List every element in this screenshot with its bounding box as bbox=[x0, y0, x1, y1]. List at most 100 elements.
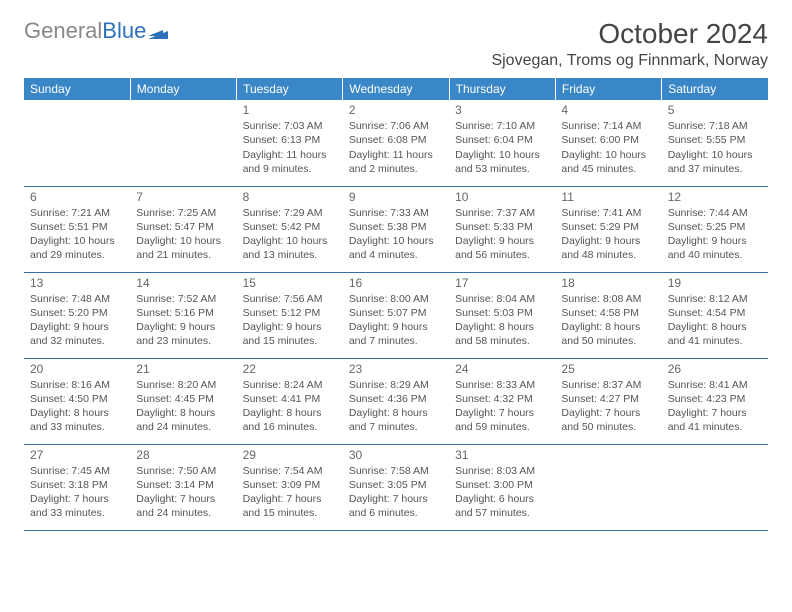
day-number: 1 bbox=[243, 102, 337, 118]
weekday-header: Saturday bbox=[662, 78, 768, 100]
sunset-text: Sunset: 4:36 PM bbox=[349, 392, 443, 406]
sunset-text: Sunset: 5:20 PM bbox=[30, 306, 124, 320]
day-number: 26 bbox=[668, 361, 762, 377]
sunrise-text: Sunrise: 7:03 AM bbox=[243, 119, 337, 133]
sunset-text: Sunset: 4:45 PM bbox=[136, 392, 230, 406]
sunrise-text: Sunrise: 8:33 AM bbox=[455, 378, 549, 392]
daylight-text: Daylight: 9 hours and 48 minutes. bbox=[561, 234, 655, 262]
sunrise-text: Sunrise: 8:04 AM bbox=[455, 292, 549, 306]
calendar-cell bbox=[662, 444, 768, 530]
daylight-text: Daylight: 6 hours and 57 minutes. bbox=[455, 492, 549, 520]
daylight-text: Daylight: 8 hours and 33 minutes. bbox=[30, 406, 124, 434]
sunset-text: Sunset: 5:12 PM bbox=[243, 306, 337, 320]
calendar-row: 13Sunrise: 7:48 AMSunset: 5:20 PMDayligh… bbox=[24, 272, 768, 358]
daylight-text: Daylight: 10 hours and 45 minutes. bbox=[561, 148, 655, 176]
sunset-text: Sunset: 5:42 PM bbox=[243, 220, 337, 234]
sunset-text: Sunset: 4:32 PM bbox=[455, 392, 549, 406]
sunrise-text: Sunrise: 7:56 AM bbox=[243, 292, 337, 306]
calendar-row: 1Sunrise: 7:03 AMSunset: 6:13 PMDaylight… bbox=[24, 100, 768, 186]
page: GeneralBlue October 2024 Sjovegan, Troms… bbox=[0, 0, 792, 549]
sunrise-text: Sunrise: 7:18 AM bbox=[668, 119, 762, 133]
day-number: 18 bbox=[561, 275, 655, 291]
calendar-cell: 29Sunrise: 7:54 AMSunset: 3:09 PMDayligh… bbox=[237, 444, 343, 530]
calendar-cell: 20Sunrise: 8:16 AMSunset: 4:50 PMDayligh… bbox=[24, 358, 130, 444]
daylight-text: Daylight: 7 hours and 33 minutes. bbox=[30, 492, 124, 520]
day-number: 11 bbox=[561, 189, 655, 205]
day-number: 19 bbox=[668, 275, 762, 291]
calendar-cell bbox=[24, 100, 130, 186]
day-number: 8 bbox=[243, 189, 337, 205]
day-number: 6 bbox=[30, 189, 124, 205]
calendar-cell: 3Sunrise: 7:10 AMSunset: 6:04 PMDaylight… bbox=[449, 100, 555, 186]
sunset-text: Sunset: 5:51 PM bbox=[30, 220, 124, 234]
day-number: 29 bbox=[243, 447, 337, 463]
day-number: 28 bbox=[136, 447, 230, 463]
calendar-row: 27Sunrise: 7:45 AMSunset: 3:18 PMDayligh… bbox=[24, 444, 768, 530]
calendar-cell: 26Sunrise: 8:41 AMSunset: 4:23 PMDayligh… bbox=[662, 358, 768, 444]
calendar-cell: 15Sunrise: 7:56 AMSunset: 5:12 PMDayligh… bbox=[237, 272, 343, 358]
calendar-cell: 1Sunrise: 7:03 AMSunset: 6:13 PMDaylight… bbox=[237, 100, 343, 186]
sunset-text: Sunset: 5:47 PM bbox=[136, 220, 230, 234]
sunrise-text: Sunrise: 7:29 AM bbox=[243, 206, 337, 220]
daylight-text: Daylight: 9 hours and 32 minutes. bbox=[30, 320, 124, 348]
sunrise-text: Sunrise: 8:24 AM bbox=[243, 378, 337, 392]
calendar-cell bbox=[130, 100, 236, 186]
sunset-text: Sunset: 5:29 PM bbox=[561, 220, 655, 234]
sunset-text: Sunset: 4:58 PM bbox=[561, 306, 655, 320]
day-number: 7 bbox=[136, 189, 230, 205]
calendar-cell: 25Sunrise: 8:37 AMSunset: 4:27 PMDayligh… bbox=[555, 358, 661, 444]
day-number: 25 bbox=[561, 361, 655, 377]
title-block: October 2024 Sjovegan, Troms og Finnmark… bbox=[491, 18, 768, 70]
sunrise-text: Sunrise: 8:41 AM bbox=[668, 378, 762, 392]
sunset-text: Sunset: 5:38 PM bbox=[349, 220, 443, 234]
daylight-text: Daylight: 7 hours and 15 minutes. bbox=[243, 492, 337, 520]
sunrise-text: Sunrise: 8:20 AM bbox=[136, 378, 230, 392]
sunset-text: Sunset: 3:14 PM bbox=[136, 478, 230, 492]
calendar-cell: 2Sunrise: 7:06 AMSunset: 6:08 PMDaylight… bbox=[343, 100, 449, 186]
day-number: 23 bbox=[349, 361, 443, 377]
daylight-text: Daylight: 9 hours and 23 minutes. bbox=[136, 320, 230, 348]
day-number: 16 bbox=[349, 275, 443, 291]
sunrise-text: Sunrise: 7:06 AM bbox=[349, 119, 443, 133]
day-number: 10 bbox=[455, 189, 549, 205]
sunrise-text: Sunrise: 7:50 AM bbox=[136, 464, 230, 478]
daylight-text: Daylight: 11 hours and 9 minutes. bbox=[243, 148, 337, 176]
day-number: 30 bbox=[349, 447, 443, 463]
calendar-body: 1Sunrise: 7:03 AMSunset: 6:13 PMDaylight… bbox=[24, 100, 768, 530]
day-number: 21 bbox=[136, 361, 230, 377]
day-number: 15 bbox=[243, 275, 337, 291]
daylight-text: Daylight: 9 hours and 15 minutes. bbox=[243, 320, 337, 348]
sunset-text: Sunset: 3:05 PM bbox=[349, 478, 443, 492]
sunrise-text: Sunrise: 7:58 AM bbox=[349, 464, 443, 478]
daylight-text: Daylight: 10 hours and 29 minutes. bbox=[30, 234, 124, 262]
calendar-cell: 14Sunrise: 7:52 AMSunset: 5:16 PMDayligh… bbox=[130, 272, 236, 358]
day-number: 22 bbox=[243, 361, 337, 377]
sunset-text: Sunset: 3:00 PM bbox=[455, 478, 549, 492]
daylight-text: Daylight: 11 hours and 2 minutes. bbox=[349, 148, 443, 176]
sunrise-text: Sunrise: 7:33 AM bbox=[349, 206, 443, 220]
sunrise-text: Sunrise: 7:14 AM bbox=[561, 119, 655, 133]
daylight-text: Daylight: 10 hours and 4 minutes. bbox=[349, 234, 443, 262]
calendar-cell: 31Sunrise: 8:03 AMSunset: 3:00 PMDayligh… bbox=[449, 444, 555, 530]
calendar-table: SundayMondayTuesdayWednesdayThursdayFrid… bbox=[24, 78, 768, 531]
daylight-text: Daylight: 9 hours and 40 minutes. bbox=[668, 234, 762, 262]
daylight-text: Daylight: 10 hours and 21 minutes. bbox=[136, 234, 230, 262]
daylight-text: Daylight: 8 hours and 7 minutes. bbox=[349, 406, 443, 434]
daylight-text: Daylight: 10 hours and 37 minutes. bbox=[668, 148, 762, 176]
sunset-text: Sunset: 4:23 PM bbox=[668, 392, 762, 406]
calendar-cell: 24Sunrise: 8:33 AMSunset: 4:32 PMDayligh… bbox=[449, 358, 555, 444]
sunrise-text: Sunrise: 7:48 AM bbox=[30, 292, 124, 306]
calendar-cell: 16Sunrise: 8:00 AMSunset: 5:07 PMDayligh… bbox=[343, 272, 449, 358]
weekday-header: Thursday bbox=[449, 78, 555, 100]
calendar-cell: 9Sunrise: 7:33 AMSunset: 5:38 PMDaylight… bbox=[343, 186, 449, 272]
daylight-text: Daylight: 8 hours and 41 minutes. bbox=[668, 320, 762, 348]
daylight-text: Daylight: 10 hours and 53 minutes. bbox=[455, 148, 549, 176]
calendar-row: 20Sunrise: 8:16 AMSunset: 4:50 PMDayligh… bbox=[24, 358, 768, 444]
calendar-cell: 12Sunrise: 7:44 AMSunset: 5:25 PMDayligh… bbox=[662, 186, 768, 272]
sunrise-text: Sunrise: 8:08 AM bbox=[561, 292, 655, 306]
sunrise-text: Sunrise: 8:12 AM bbox=[668, 292, 762, 306]
daylight-text: Daylight: 7 hours and 59 minutes. bbox=[455, 406, 549, 434]
weekday-header: Monday bbox=[130, 78, 236, 100]
calendar-cell: 17Sunrise: 8:04 AMSunset: 5:03 PMDayligh… bbox=[449, 272, 555, 358]
day-number: 27 bbox=[30, 447, 124, 463]
